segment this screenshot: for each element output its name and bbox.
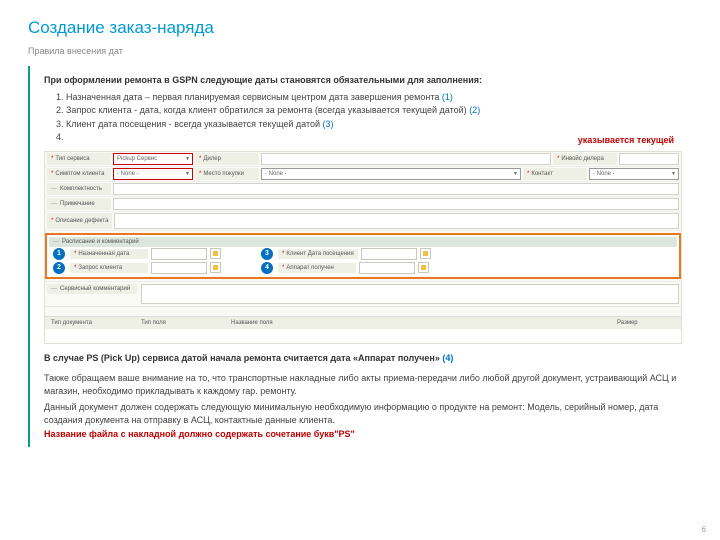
red-overlay-text: указывается текущей	[44, 135, 682, 145]
device-received-date-input[interactable]	[359, 262, 415, 274]
calendar-icon[interactable]	[210, 262, 221, 273]
field-label: Запрос клиента	[70, 263, 148, 273]
list-item: Запрос клиента - дата, когда клиент обра…	[66, 104, 682, 118]
calendar-icon[interactable]	[420, 248, 431, 259]
col-header: Тип документа	[45, 317, 135, 329]
field-label: Дилер	[195, 153, 259, 165]
callout-badge-4: 4	[261, 262, 273, 274]
paragraph-filename-rule: Название файла с накладной должно содерж…	[44, 429, 682, 439]
assigned-date-input[interactable]	[151, 248, 207, 260]
visit-date-input[interactable]	[361, 248, 417, 260]
field-label: Аппарат получен	[278, 263, 356, 273]
field-label: Клиент Дата посещения	[278, 249, 358, 259]
field-label: Место покупки	[195, 168, 259, 180]
paragraph: Также обращаем ваше внимание на то, что …	[44, 372, 682, 397]
service-comment-input[interactable]	[141, 284, 679, 304]
col-header: Размер	[611, 317, 681, 329]
col-header: Тип поля	[135, 317, 225, 329]
field-label: Инвойс дилера	[553, 153, 617, 165]
field-label: —Сервисный комментарий	[47, 284, 137, 294]
symptom-select[interactable]: - None -	[113, 168, 193, 180]
form-row: —Комплектность	[45, 182, 681, 197]
form-row: Тип сервиса Pickup Сервис Дилер Инвойс д…	[45, 152, 681, 167]
form-row: Симптом клиента - None - Место покупки -…	[45, 167, 681, 182]
form-row: —Примечание	[45, 197, 681, 212]
defect-input[interactable]	[114, 213, 679, 229]
page-number: 6	[702, 525, 706, 534]
purchase-place-select[interactable]: - None -	[261, 168, 521, 180]
client-request-date-input[interactable]	[151, 262, 207, 274]
service-type-select[interactable]: Pickup Сервис	[113, 153, 193, 165]
form-row: Описание дефекта	[45, 212, 681, 231]
date-group: 1 Назначенная дата	[53, 248, 221, 260]
dates-row: 1 Назначенная дата 3 Клиент Дата посещен…	[49, 247, 677, 261]
note-input[interactable]	[113, 198, 679, 210]
paragraph: Данный документ должен содержать следующ…	[44, 401, 682, 426]
col-header: Название поля	[225, 317, 611, 329]
date-group: 4 Аппарат получен	[261, 262, 429, 274]
dates-panel-header: —Расписание и комментарий	[49, 237, 677, 247]
date-group: 3 Клиент Дата посещения	[261, 248, 431, 260]
list-item: Клиент дата посещения - всегда указывает…	[66, 118, 682, 132]
content-box: При оформлении ремонта в GSPN следующие …	[28, 66, 692, 447]
invoice-input[interactable]	[619, 153, 679, 165]
calendar-icon[interactable]	[418, 262, 429, 273]
dates-panel: —Расписание и комментарий 1 Назначенная …	[45, 233, 681, 279]
dealer-input[interactable]	[261, 153, 551, 165]
field-label: Контакт	[523, 168, 587, 180]
list-item: Назначенная дата – первая планируемая се…	[66, 91, 682, 105]
dates-row: 2 Запрос клиента 4 Аппарат получен	[49, 261, 677, 275]
page-subtitle: Правила внесения дат	[28, 46, 692, 56]
completeness-input[interactable]	[113, 183, 679, 195]
callout-badge-1: 1	[53, 248, 65, 260]
field-label: Симптом клиента	[47, 168, 111, 180]
callout-badge-2: 2	[53, 262, 65, 274]
page-title: Создание заказ-наряда	[28, 18, 692, 38]
date-group: 2 Запрос клиента	[53, 262, 221, 274]
field-label: —Примечание	[47, 198, 111, 210]
field-label: Описание дефекта	[47, 213, 112, 229]
field-label: Тип сервиса	[47, 153, 111, 165]
intro-text: При оформлении ремонта в GSPN следующие …	[44, 74, 682, 87]
contact-select[interactable]: - None -	[589, 168, 679, 180]
file-table-header: Тип документа Тип поля Название поля Раз…	[45, 316, 681, 329]
gspn-screenshot: Тип сервиса Pickup Сервис Дилер Инвойс д…	[44, 151, 682, 344]
comment-row: —Сервисный комментарий	[45, 281, 681, 306]
field-label: —Комплектность	[47, 183, 111, 195]
paragraph-ps: В случае PS (Pick Up) сервиса датой нача…	[44, 352, 682, 365]
calendar-icon[interactable]	[210, 248, 221, 259]
callout-badge-3: 3	[261, 248, 273, 260]
field-label: Назначенная дата	[70, 249, 148, 259]
